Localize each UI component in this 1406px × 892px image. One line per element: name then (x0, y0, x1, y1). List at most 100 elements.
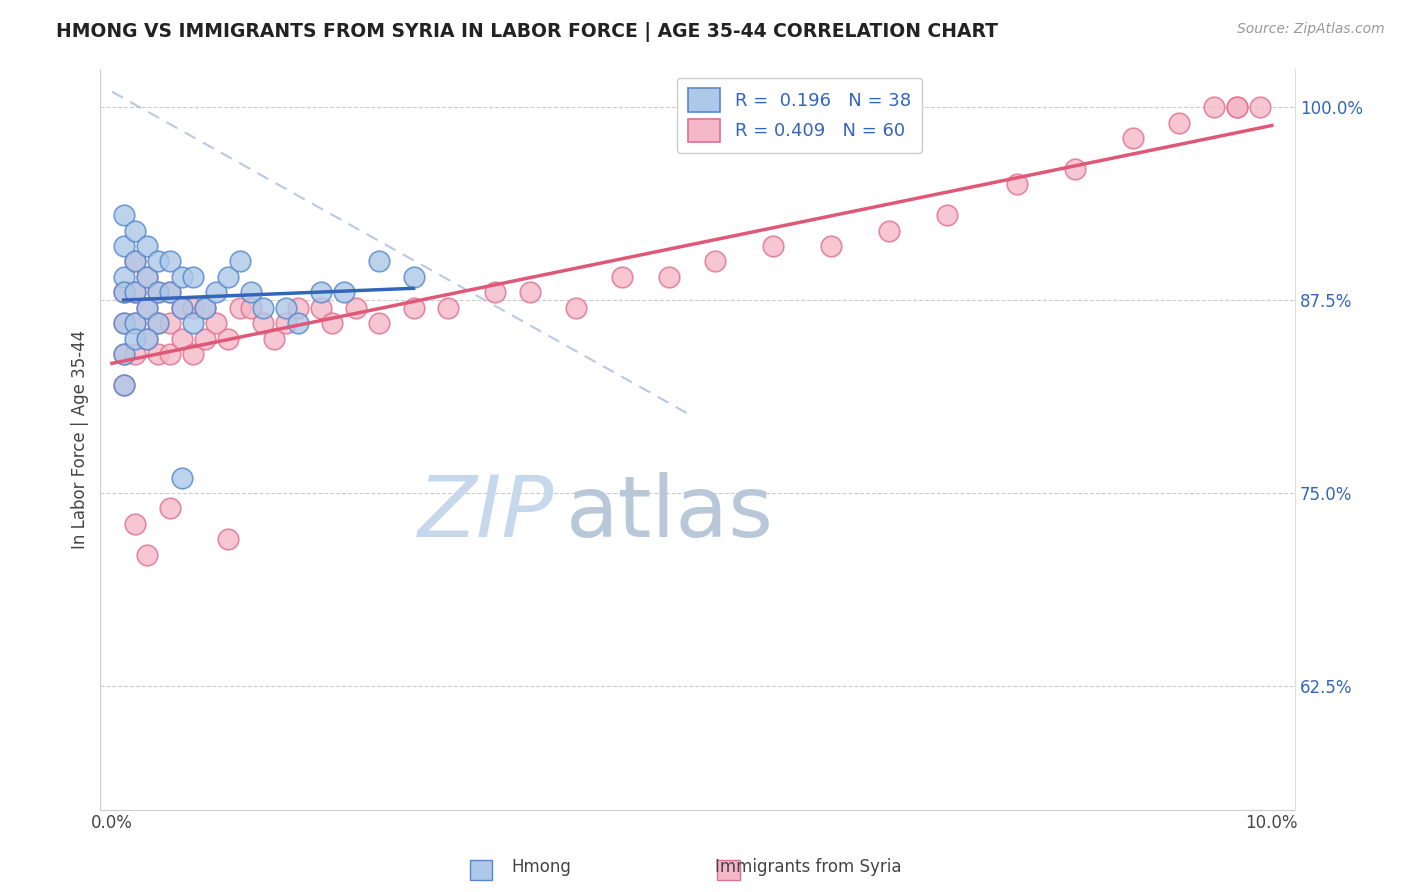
Point (194, 301, 217, 315)
Point (148, 316, 170, 330)
Point (877, 224, 900, 238)
Point (228, 254, 250, 268)
Point (287, 316, 309, 330)
Point (309, 285, 332, 300)
Point (112, 285, 135, 300)
Point (181, 316, 204, 330)
Point (263, 332, 285, 346)
Point (1122, 131, 1144, 145)
Point (519, 285, 541, 300)
Point (170, 301, 193, 315)
Point (112, 347, 135, 361)
Point (1168, 115, 1191, 129)
Point (321, 316, 343, 330)
Point (112, 378, 135, 392)
Point (181, 269, 204, 284)
Point (135, 548, 157, 562)
Point (112, 239, 135, 253)
Point (159, 254, 181, 268)
Point (135, 301, 157, 315)
Legend: R =  0.196   N = 38, R = 0.409   N = 60: R = 0.196 N = 38, R = 0.409 N = 60 (676, 78, 921, 153)
Point (124, 254, 146, 268)
Point (135, 301, 157, 315)
Point (228, 301, 250, 315)
Point (402, 269, 425, 284)
Point (240, 285, 263, 300)
Point (437, 301, 460, 315)
Y-axis label: In Labor Force | Age 35-44: In Labor Force | Age 35-44 (72, 329, 89, 549)
Point (112, 316, 135, 330)
Point (344, 301, 367, 315)
Point (124, 316, 146, 330)
Point (402, 301, 425, 315)
Point (612, 269, 634, 284)
Text: Source: ZipAtlas.com: Source: ZipAtlas.com (1237, 22, 1385, 37)
Point (135, 269, 157, 284)
Point (252, 301, 274, 315)
Point (124, 347, 146, 361)
Point (484, 285, 506, 300)
Point (159, 347, 181, 361)
Point (159, 285, 181, 300)
Point (170, 470, 193, 484)
Point (1063, 161, 1085, 176)
Point (217, 332, 239, 346)
Point (159, 316, 181, 330)
Point (762, 239, 785, 253)
Point (148, 316, 170, 330)
Point (658, 269, 681, 284)
Point (112, 347, 135, 361)
Point (112, 316, 135, 330)
Point (170, 269, 193, 284)
Point (124, 254, 146, 268)
Text: ZIP: ZIP (418, 472, 554, 555)
Point (124, 332, 146, 346)
Point (240, 301, 263, 315)
Point (274, 316, 297, 330)
Point (1226, 100, 1249, 114)
Point (936, 208, 959, 222)
Point (205, 285, 228, 300)
Point (112, 208, 135, 222)
Point (112, 285, 135, 300)
Point (309, 301, 332, 315)
Point (135, 332, 157, 346)
Point (252, 316, 274, 330)
Point (367, 316, 389, 330)
Point (135, 269, 157, 284)
Point (112, 269, 135, 284)
Point (1005, 178, 1028, 192)
Text: HMONG VS IMMIGRANTS FROM SYRIA IN LABOR FORCE | AGE 35-44 CORRELATION CHART: HMONG VS IMMIGRANTS FROM SYRIA IN LABOR … (56, 22, 998, 42)
Point (194, 301, 217, 315)
Point (1202, 100, 1225, 114)
Point (704, 254, 727, 268)
Point (287, 301, 309, 315)
Point (124, 285, 146, 300)
Point (1249, 100, 1271, 114)
Point (124, 285, 146, 300)
Point (112, 378, 135, 392)
Point (565, 301, 588, 315)
Point (159, 285, 181, 300)
Point (1226, 100, 1249, 114)
Point (135, 332, 157, 346)
Point (124, 516, 146, 531)
Text: atlas: atlas (567, 472, 775, 555)
Point (148, 347, 170, 361)
Point (124, 224, 146, 238)
Point (170, 332, 193, 346)
Point (205, 316, 228, 330)
Point (181, 301, 204, 315)
Text: Hmong: Hmong (512, 858, 571, 876)
Point (124, 316, 146, 330)
Point (135, 239, 157, 253)
Point (217, 533, 239, 547)
Point (159, 501, 181, 516)
Point (367, 254, 389, 268)
Point (181, 347, 204, 361)
Point (194, 332, 217, 346)
Point (170, 301, 193, 315)
Point (333, 285, 356, 300)
Point (274, 301, 297, 315)
Point (148, 254, 170, 268)
